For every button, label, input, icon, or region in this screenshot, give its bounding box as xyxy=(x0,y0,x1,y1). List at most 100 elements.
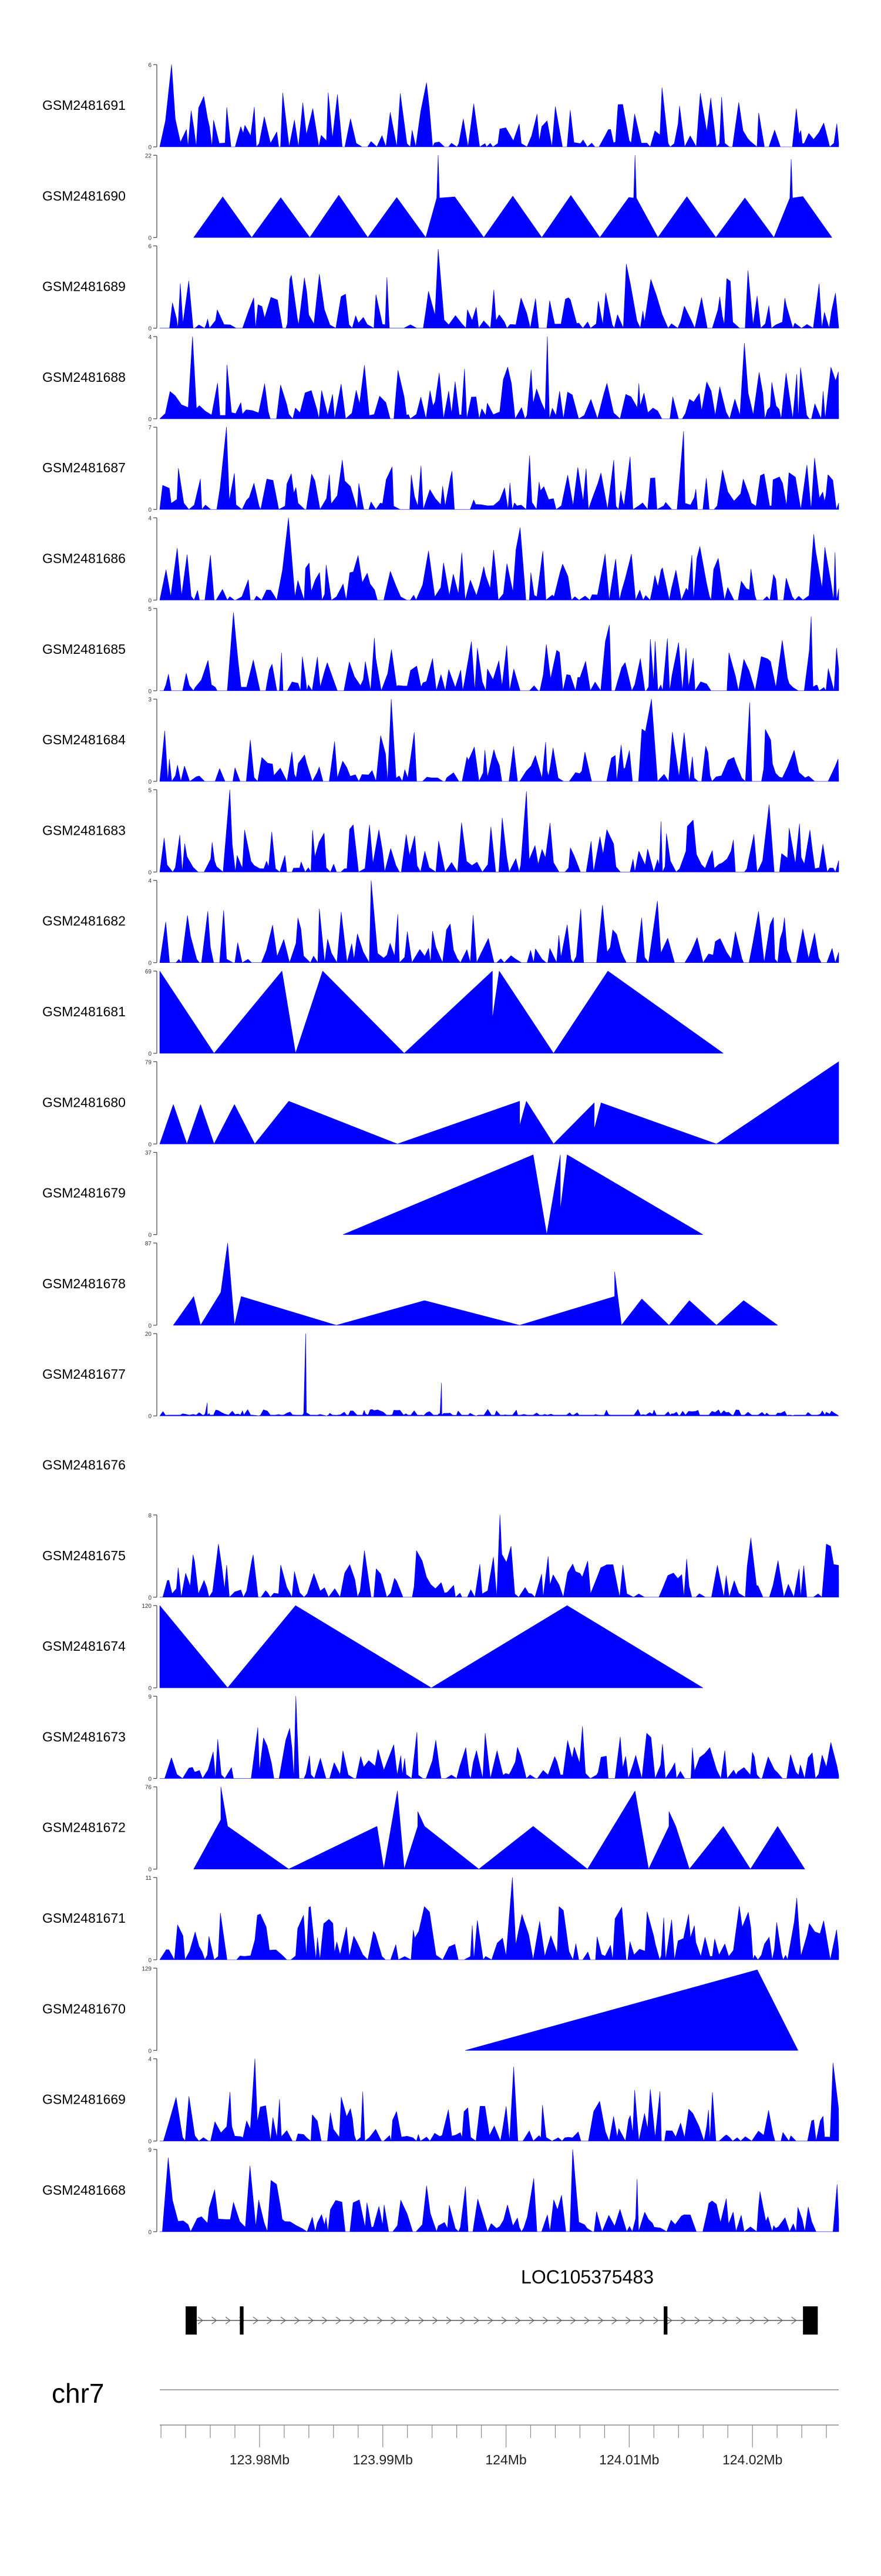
track-y-min-label: 0 xyxy=(148,688,152,695)
strand-arrow xyxy=(211,2316,217,2325)
coverage-area xyxy=(159,790,839,872)
gene-name-label: LOC105375483 xyxy=(521,2266,654,2288)
strand-arrow xyxy=(694,2316,701,2325)
ruler-tick-label: 124.01Mb xyxy=(599,2452,659,2467)
track-label: GSM2481680 xyxy=(42,1094,126,1110)
track-y-min-label: 0 xyxy=(148,2048,152,2054)
track-y-max-label: 87 xyxy=(145,1241,152,1247)
track-y-max-label: 76 xyxy=(145,1785,152,1791)
track-y-max-label: 5 xyxy=(148,606,152,613)
coverage-area xyxy=(193,155,832,238)
tracks-layer: GSM248169160GSM2481690220GSM248168960GSM… xyxy=(42,62,839,2236)
track-y-max-label: 69 xyxy=(145,969,152,975)
coverage-area xyxy=(159,2149,839,2232)
coverage-area xyxy=(173,1242,778,1326)
track-label: GSM2481682 xyxy=(42,913,126,929)
track-y-min-label: 0 xyxy=(148,1413,152,1420)
track-GSM2481680: GSM2481680 79 0 xyxy=(42,1059,839,1148)
track-label: GSM2481675 xyxy=(42,1548,126,1563)
track-label: GSM2481688 xyxy=(42,370,126,385)
track-GSM2481676: GSM2481676 xyxy=(42,1457,126,1473)
strand-arrow xyxy=(736,2316,742,2325)
strand-arrow xyxy=(708,2316,714,2325)
track-y-min-label: 0 xyxy=(148,960,152,967)
track-y-min-label: 0 xyxy=(148,779,152,785)
track-y-max-label: 4 xyxy=(148,878,152,885)
track-y-min-label: 0 xyxy=(148,1867,152,1873)
strand-arrow xyxy=(501,2316,507,2325)
strand-arrow xyxy=(598,2316,604,2325)
track-label: GSM2481674 xyxy=(42,1638,126,1654)
track-label: GSM2481686 xyxy=(42,551,126,566)
track-label: GSM2481681 xyxy=(42,1004,126,1019)
coverage-area xyxy=(159,698,839,782)
track-y-min-label: 0 xyxy=(148,1141,152,1148)
track-y-min-label: 0 xyxy=(148,2139,152,2145)
strand-arrow xyxy=(225,2316,231,2325)
coverage-area xyxy=(159,2058,839,2141)
track-GSM2481685: GSM2481685 5 0 xyxy=(42,606,839,695)
strand-arrow xyxy=(777,2316,784,2325)
track-y-max-label: 37 xyxy=(145,1150,152,1157)
strand-arrow xyxy=(391,2316,397,2325)
track-label: GSM2481678 xyxy=(42,1276,126,1291)
track-y-max-label: 8 xyxy=(148,1513,152,1519)
ruler-tick-label: 124Mb xyxy=(485,2452,526,2467)
coverage-area xyxy=(342,1154,704,1235)
coverage-area xyxy=(159,518,839,600)
track-label: GSM2481676 xyxy=(42,1457,126,1473)
track-GSM2481690: GSM2481690 22 0 xyxy=(42,153,832,241)
strand-arrow xyxy=(267,2316,273,2325)
coverage-area xyxy=(159,1514,839,1598)
track-y-min-label: 0 xyxy=(148,1323,152,1329)
strand-arrow xyxy=(639,2316,645,2325)
track-y-max-label: 79 xyxy=(145,1059,152,1066)
track-y-min-label: 0 xyxy=(148,598,152,604)
track-label: GSM2481679 xyxy=(42,1185,126,1201)
strand-arrow xyxy=(322,2316,328,2325)
track-label: GSM2481672 xyxy=(42,1820,126,1835)
coverage-area xyxy=(159,426,839,510)
track-y-min-label: 0 xyxy=(148,869,152,876)
track-label: GSM2481671 xyxy=(42,1910,126,1926)
strand-arrow xyxy=(460,2316,466,2325)
coverage-area xyxy=(159,1062,839,1144)
track-y-max-label: 4 xyxy=(148,2057,152,2063)
track-GSM2481686: GSM2481686 4 0 xyxy=(42,516,839,604)
track-GSM2481678: GSM2481678 87 0 xyxy=(42,1241,778,1329)
track-GSM2481668: GSM2481668 9 0 xyxy=(42,2147,839,2236)
track-label: GSM2481689 xyxy=(42,279,126,294)
strand-arrow xyxy=(253,2316,259,2325)
track-y-max-label: 120 xyxy=(142,1603,152,1610)
strand-arrow xyxy=(197,2316,204,2325)
ruler-tick-label: 123.98Mb xyxy=(230,2452,290,2467)
track-label: GSM2481687 xyxy=(42,460,126,475)
track-y-max-label: 9 xyxy=(148,2147,152,2154)
track-y-min-label: 0 xyxy=(148,326,152,333)
strand-arrow xyxy=(418,2316,425,2325)
track-y-max-label: 7 xyxy=(148,425,152,431)
track-label: GSM2481690 xyxy=(42,188,126,203)
strand-arrow xyxy=(722,2316,728,2325)
strand-arrow xyxy=(570,2316,576,2325)
track-y-min-label: 0 xyxy=(148,417,152,423)
strand-arrow xyxy=(280,2316,287,2325)
ruler-tick-label: 123.99Mb xyxy=(353,2452,413,2467)
track-GSM2481670: GSM2481670 129 0 xyxy=(42,1966,798,2054)
genome-axis: chr7 123.98Mb 123.99Mb 124Mb 124.01Mb 124.02… xyxy=(52,2378,839,2467)
coverage-area xyxy=(159,970,724,1054)
gene-exon xyxy=(803,2306,818,2335)
track-y-min-label: 0 xyxy=(148,1776,152,1782)
track-GSM2481675: GSM2481675 8 0 xyxy=(42,1513,839,1601)
track-y-max-label: 11 xyxy=(146,1875,152,1882)
strand-arrow xyxy=(377,2316,383,2325)
track-GSM2481684: GSM2481684 3 0 xyxy=(42,697,839,785)
strand-arrow xyxy=(667,2316,673,2325)
gene-exon xyxy=(240,2306,244,2335)
track-y-min-label: 0 xyxy=(148,235,152,241)
ruler-tick-label: 124.02Mb xyxy=(722,2452,782,2467)
track-label: GSM2481677 xyxy=(42,1366,126,1382)
track-GSM2481679: GSM2481679 37 0 xyxy=(42,1150,704,1239)
track-y-max-label: 6 xyxy=(148,62,152,69)
